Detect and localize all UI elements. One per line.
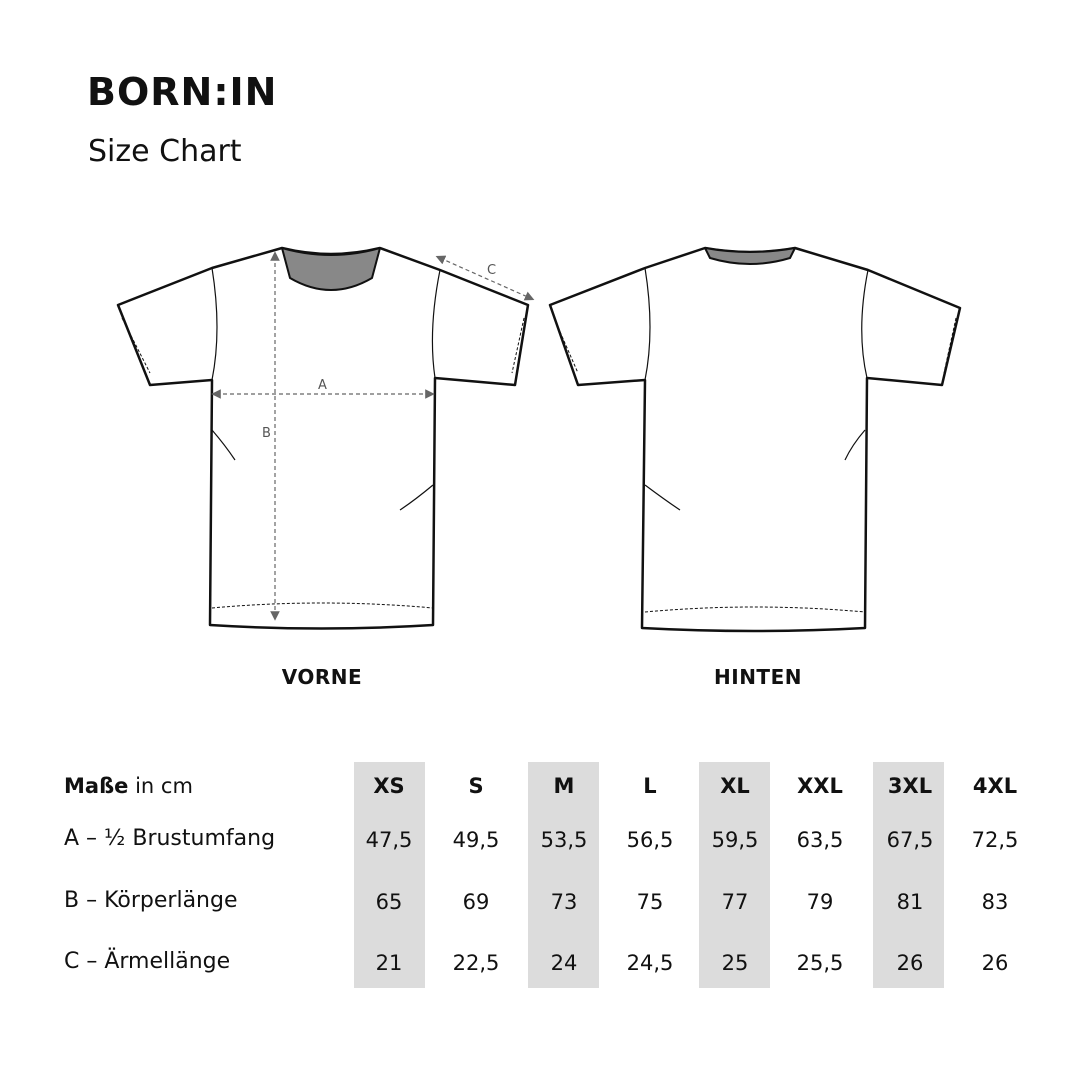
table-cell: 77 <box>721 890 749 914</box>
table-cell: 75 <box>636 890 664 914</box>
highlight-column-xs <box>354 762 425 988</box>
measure-lines <box>211 251 535 621</box>
table-cell: 25 <box>721 951 749 975</box>
measure-label-c: C <box>487 263 496 278</box>
table-cell: 24 <box>550 951 578 975</box>
header-unit: in cm <box>128 774 193 798</box>
table-cell: 47,5 <box>365 828 413 852</box>
table-cell: 25,5 <box>796 951 844 975</box>
table-cell: 56,5 <box>626 828 674 852</box>
table-cell: 24,5 <box>626 951 674 975</box>
table-cell: 53,5 <box>540 828 588 852</box>
size-header-xl: XL <box>720 774 750 798</box>
size-header-s: S <box>468 774 484 798</box>
table-cell: 73 <box>550 890 578 914</box>
table-cell: 81 <box>896 890 924 914</box>
page-title: Size Chart <box>88 134 242 169</box>
view-label-back: HINTEN <box>714 665 802 689</box>
size-header-4xl: 4XL <box>972 774 1018 798</box>
size-header-l: L <box>643 774 657 798</box>
table-cell: 59,5 <box>711 828 759 852</box>
tshirt-illustrations: A B C <box>116 246 962 633</box>
header-bold: Maße <box>64 774 129 798</box>
highlight-column-3xl <box>873 762 944 988</box>
row-label: B – Körperlänge <box>64 888 238 913</box>
brand-logo: BORN:IN <box>87 70 278 114</box>
table-cell: 26 <box>896 951 924 975</box>
tshirt-front <box>116 246 530 630</box>
highlight-column-m <box>528 762 599 988</box>
row-label: A – ½ Brustumfang <box>64 826 276 851</box>
table-cell: 69 <box>462 890 490 914</box>
table-cell: 83 <box>981 890 1009 914</box>
table-cell: 22,5 <box>452 951 500 975</box>
view-label-front: VORNE <box>281 665 363 689</box>
table-cell: 65 <box>375 890 403 914</box>
size-header-m: M <box>553 774 575 798</box>
table-cell: 26 <box>981 951 1009 975</box>
size-header-3xl: 3XL <box>887 774 933 798</box>
table-cell: 67,5 <box>886 828 934 852</box>
table-cell: 21 <box>375 951 403 975</box>
tshirt-back <box>548 246 962 633</box>
table-header-label: Maße in cm <box>64 774 193 798</box>
highlight-column-xl <box>699 762 770 988</box>
table-cell: 49,5 <box>452 828 500 852</box>
size-header-xs: XS <box>373 774 405 798</box>
measure-label-b: B <box>262 426 271 441</box>
row-label: C – Ärmellänge <box>64 949 231 974</box>
measure-label-a: A <box>318 378 327 393</box>
table-cell: 79 <box>806 890 834 914</box>
size-header-xxl: XXL <box>797 774 843 798</box>
table-cell: 72,5 <box>971 828 1019 852</box>
table-cell: 63,5 <box>796 828 844 852</box>
